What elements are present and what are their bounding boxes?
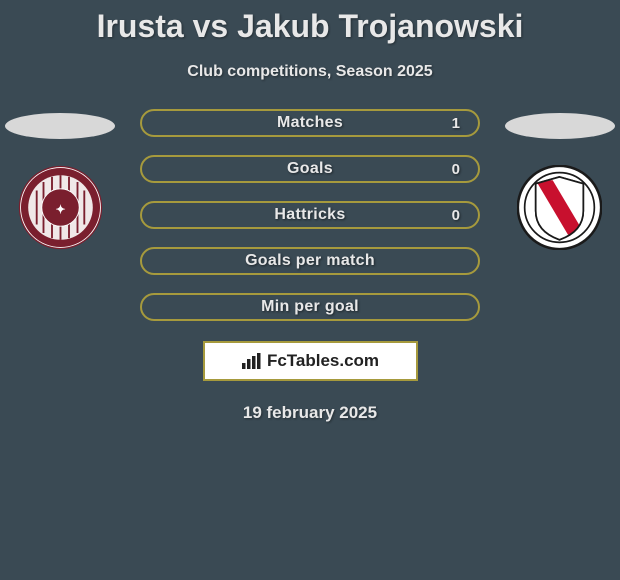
stat-row-matches: Matches 1: [140, 109, 480, 137]
subtitle: Club competitions, Season 2025: [0, 63, 620, 81]
stat-label: Min per goal: [261, 298, 359, 316]
stat-label: Hattricks: [274, 206, 345, 224]
stat-row-goals-per-match: Goals per match: [140, 247, 480, 275]
stat-label: Matches: [277, 114, 343, 132]
stat-value-right: 0: [452, 161, 460, 178]
page-title: Irusta vs Jakub Trojanowski: [0, 0, 620, 45]
stat-row-hattricks: Hattricks 0: [140, 201, 480, 229]
stat-row-goals: Goals 0: [140, 155, 480, 183]
source-logo: FcTables.com: [203, 341, 418, 381]
comparison-panel: ✦ Matches 1 Goals 0: [0, 109, 620, 423]
stat-row-min-per-goal: Min per goal: [140, 293, 480, 321]
bar-chart-icon: [241, 352, 263, 370]
stat-label: Goals: [287, 160, 333, 178]
date-text: 19 february 2025: [0, 403, 620, 423]
stat-label: Goals per match: [245, 252, 375, 270]
stats-list: Matches 1 Goals 0 Hattricks 0 Goals per …: [140, 109, 480, 321]
left-club-badge: ✦: [18, 165, 103, 250]
stat-value-right: 1: [452, 115, 460, 132]
source-logo-text: FcTables.com: [267, 351, 379, 371]
right-oval-decoration: [505, 113, 615, 139]
stat-value-right: 0: [452, 207, 460, 224]
right-club-badge: [517, 165, 602, 250]
left-oval-decoration: [5, 113, 115, 139]
svg-text:✦: ✦: [56, 202, 66, 216]
